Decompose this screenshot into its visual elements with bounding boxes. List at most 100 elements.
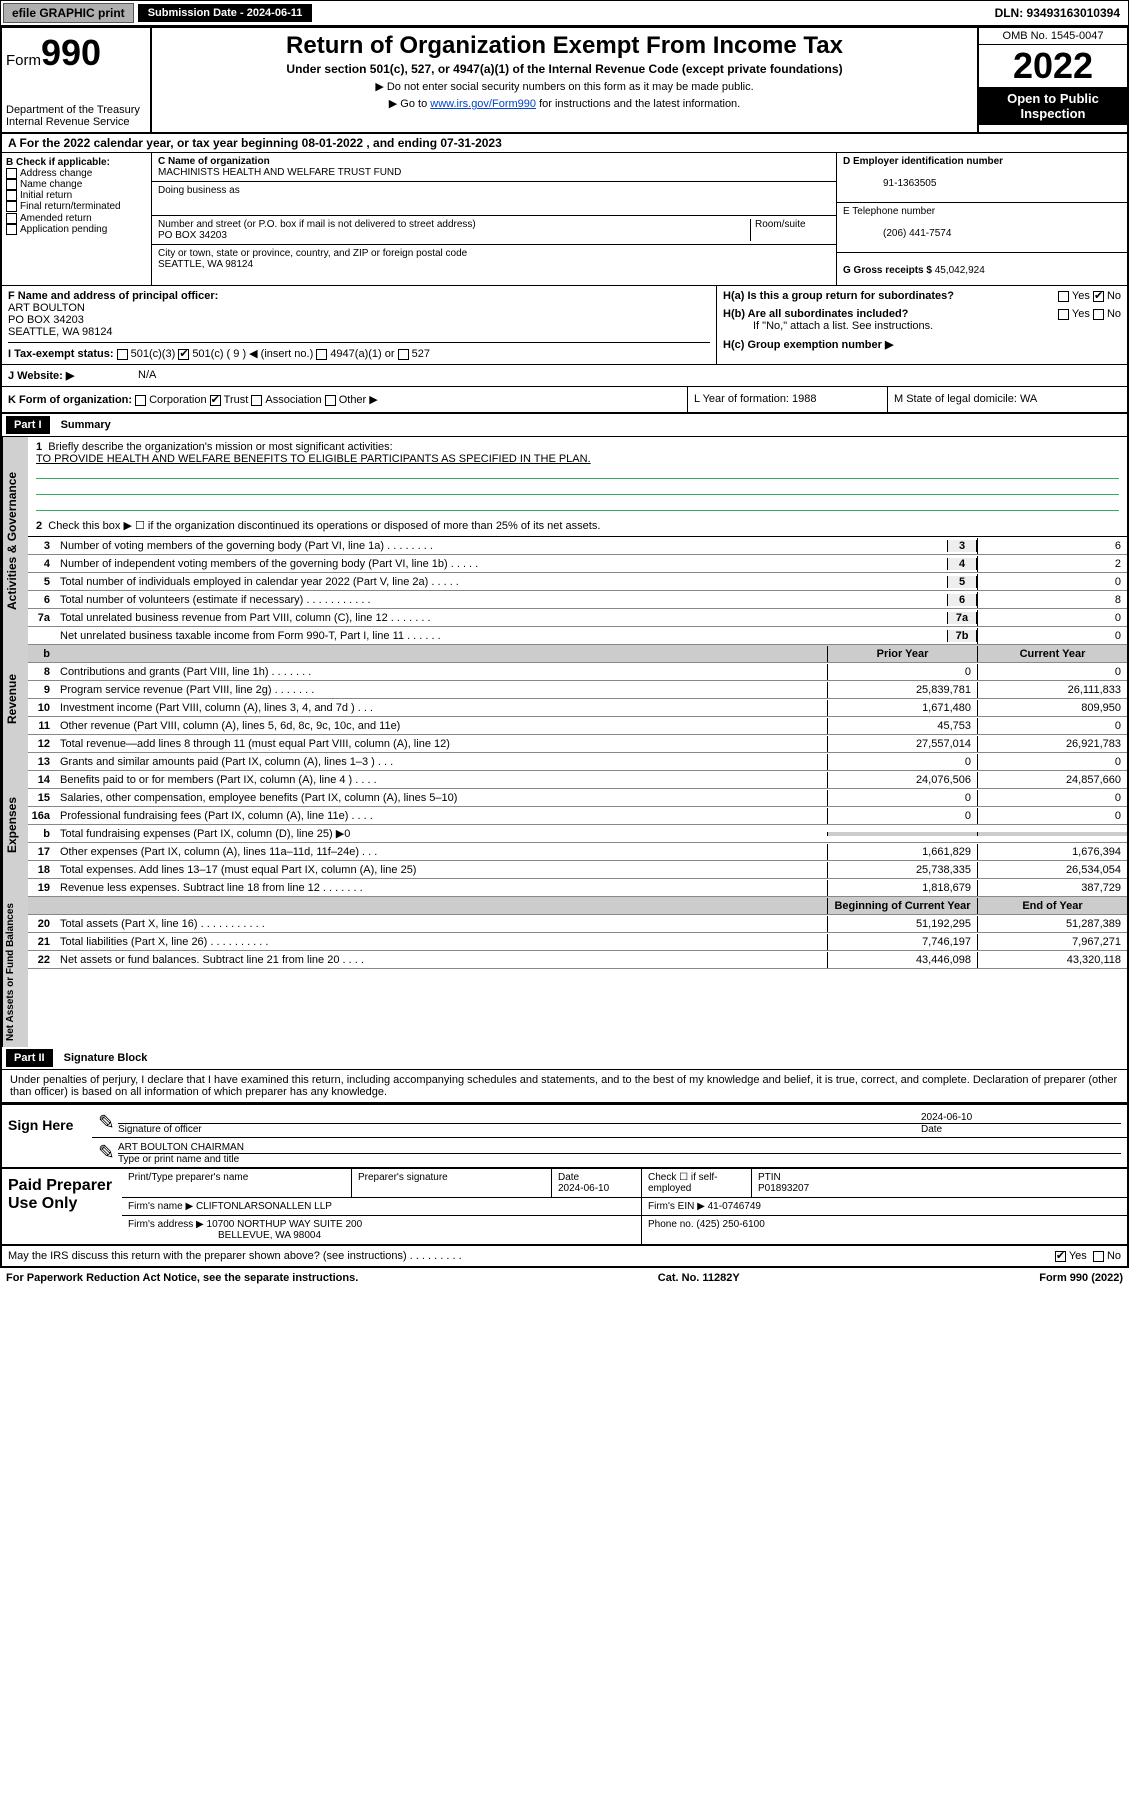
line-6: 6Total number of volunteers (estimate if… [28, 591, 1127, 609]
efile-print-button[interactable]: efile GRAPHIC print [3, 3, 134, 23]
chk-initial-return[interactable] [6, 190, 17, 201]
city-label: City or town, state or province, country… [158, 248, 467, 259]
line-5: 5Total number of individuals employed in… [28, 573, 1127, 591]
line-12: 12Total revenue—add lines 8 through 11 (… [28, 735, 1127, 753]
line-16a: 16aProfessional fundraising fees (Part I… [28, 807, 1127, 825]
mission-text: TO PROVIDE HEALTH AND WELFARE BENEFITS T… [36, 453, 591, 465]
preparer-sig-label: Preparer's signature [352, 1169, 552, 1197]
preparer-name-label: Print/Type preparer's name [122, 1169, 352, 1197]
chk-other[interactable] [325, 395, 336, 406]
irs-label: Internal Revenue Service [6, 116, 146, 128]
firm-name: CLIFTONLARSONALLEN LLP [196, 1201, 332, 1212]
chk-discuss-yes[interactable] [1055, 1251, 1066, 1262]
year-formation: L Year of formation: 1988 [687, 387, 887, 412]
principal-officer: F Name and address of principal officer:… [2, 286, 717, 364]
form-title: Return of Organization Exempt From Incom… [158, 32, 971, 60]
paid-preparer-block: Paid Preparer Use Only Print/Type prepar… [2, 1169, 1127, 1246]
form-ref: Form 990 (2022) [1039, 1272, 1123, 1284]
line-3: 3Number of voting members of the governi… [28, 537, 1127, 555]
chk-corp[interactable] [135, 395, 146, 406]
part-2-header: Part II Signature Block [2, 1047, 1127, 1070]
paid-preparer-label: Paid Preparer Use Only [2, 1169, 122, 1244]
form-of-org: K Form of organization: Corporation Trus… [2, 387, 687, 412]
chk-trust[interactable] [210, 395, 221, 406]
pen-icon: ✎ [98, 1110, 118, 1135]
chk-ha-yes[interactable] [1058, 291, 1069, 302]
footer-row: For Paperwork Reduction Act Notice, see … [0, 1268, 1129, 1288]
chk-hb-no[interactable] [1093, 309, 1104, 320]
pen-icon: ✎ [98, 1140, 118, 1165]
line-21: 21Total liabilities (Part X, line 26) . … [28, 933, 1127, 951]
line-7a: 7aTotal unrelated business revenue from … [28, 609, 1127, 627]
self-employed-check: Check ☐ if self-employed [642, 1169, 752, 1197]
form-number: 990 [41, 32, 101, 73]
column-d-ein: D Employer identification number 91-1363… [837, 153, 1127, 285]
chk-final-return[interactable] [6, 201, 17, 212]
line-18: 18Total expenses. Add lines 13–17 (must … [28, 861, 1127, 879]
chk-address-change[interactable] [6, 168, 17, 179]
line-22: 22Net assets or fund balances. Subtract … [28, 951, 1127, 969]
ptin-value: P01893207 [758, 1183, 809, 1194]
officer-name: ART BOULTON CHAIRMAN [118, 1142, 244, 1153]
phone-value: (206) 441-7574 [883, 228, 951, 239]
line-19: 19Revenue less expenses. Subtract line 1… [28, 879, 1127, 897]
omb-number: OMB No. 1545-0047 [979, 28, 1127, 45]
line-4: 4Number of independent voting members of… [28, 555, 1127, 573]
ein-value: 91-1363505 [883, 178, 936, 189]
firm-addr2: BELLEVUE, WA 98004 [218, 1230, 321, 1241]
org-name: MACHINISTS HEALTH AND WELFARE TRUST FUND [158, 167, 401, 178]
side-tab-expenses: Expenses [2, 753, 28, 897]
website-value: N/A [132, 365, 1127, 386]
chk-name-change[interactable] [6, 179, 17, 190]
sign-date: 2024-06-10 [921, 1112, 972, 1123]
chk-ha-no[interactable] [1093, 291, 1104, 302]
net-header: Beginning of Current YearEnd of Year [28, 897, 1127, 915]
tax-year: 2022 [979, 45, 1127, 87]
mission-block: 1 Briefly describe the organization's mi… [28, 437, 1127, 537]
section-f-h: F Name and address of principal officer:… [2, 286, 1127, 365]
part-1-header: Part I Summary [2, 414, 1127, 437]
chk-discuss-no[interactable] [1093, 1251, 1104, 1262]
chk-assoc[interactable] [251, 395, 262, 406]
section-bcd: B Check if applicable: Address change Na… [2, 153, 1127, 286]
chk-4947[interactable] [316, 349, 327, 360]
submission-date-badge: Submission Date - 2024-06-11 [138, 4, 313, 22]
chk-amended-return[interactable] [6, 213, 17, 224]
line-13: 13Grants and similar amounts paid (Part … [28, 753, 1127, 771]
side-tab-net-assets: Net Assets or Fund Balances [2, 897, 28, 1047]
state-domicile: M State of legal domicile: WA [887, 387, 1127, 412]
activities-governance-section: Activities & Governance 1 Briefly descri… [2, 437, 1127, 645]
form-990-frame: Form990 Department of the Treasury Inter… [0, 26, 1129, 1268]
row-klm: K Form of organization: Corporation Trus… [2, 387, 1127, 414]
form-subtitle: Under section 501(c), 527, or 4947(a)(1)… [158, 62, 971, 76]
org-city: SEATTLE, WA 98124 [158, 259, 253, 270]
column-c-org-info: C Name of organization MACHINISTS HEALTH… [152, 153, 837, 285]
header-right: OMB No. 1545-0047 2022 Open to Public In… [977, 28, 1127, 132]
preparer-date: 2024-06-10 [558, 1183, 609, 1194]
note-link: ▶ Go to www.irs.gov/Form990 for instruct… [158, 97, 971, 110]
chk-application-pending[interactable] [6, 224, 17, 235]
line-17: 17Other expenses (Part IX, column (A), l… [28, 843, 1127, 861]
line-8: 8Contributions and grants (Part VIII, li… [28, 663, 1127, 681]
firm-addr1: 10700 NORTHUP WAY SUITE 200 [207, 1219, 363, 1230]
header-middle: Return of Organization Exempt From Incom… [152, 28, 977, 132]
firm-ein: 41-0746749 [708, 1201, 761, 1212]
line-10: 10Investment income (Part VIII, column (… [28, 699, 1127, 717]
net-assets-section: Net Assets or Fund Balances Beginning of… [2, 897, 1127, 1047]
pra-notice: For Paperwork Reduction Act Notice, see … [6, 1272, 358, 1284]
row-j-website: J Website: ▶ N/A [2, 365, 1127, 387]
chk-501c3[interactable] [117, 349, 128, 360]
chk-527[interactable] [398, 349, 409, 360]
chk-501c[interactable] [178, 349, 189, 360]
declaration-text: Under penalties of perjury, I declare th… [2, 1070, 1127, 1103]
line-14: 14Benefits paid to or for members (Part … [28, 771, 1127, 789]
chk-hb-yes[interactable] [1058, 309, 1069, 320]
expenses-section: Expenses 13Grants and similar amounts pa… [2, 753, 1127, 897]
group-return: H(a) Is this a group return for subordin… [717, 286, 1127, 364]
header-left: Form990 Department of the Treasury Inter… [2, 28, 152, 132]
room-label: Room/suite [750, 219, 830, 241]
firm-phone: (425) 250-6100 [696, 1219, 764, 1230]
irs-link[interactable]: www.irs.gov/Form990 [430, 98, 536, 110]
ein-label: D Employer identification number [843, 156, 1003, 167]
gross-value: 45,042,924 [935, 265, 985, 276]
